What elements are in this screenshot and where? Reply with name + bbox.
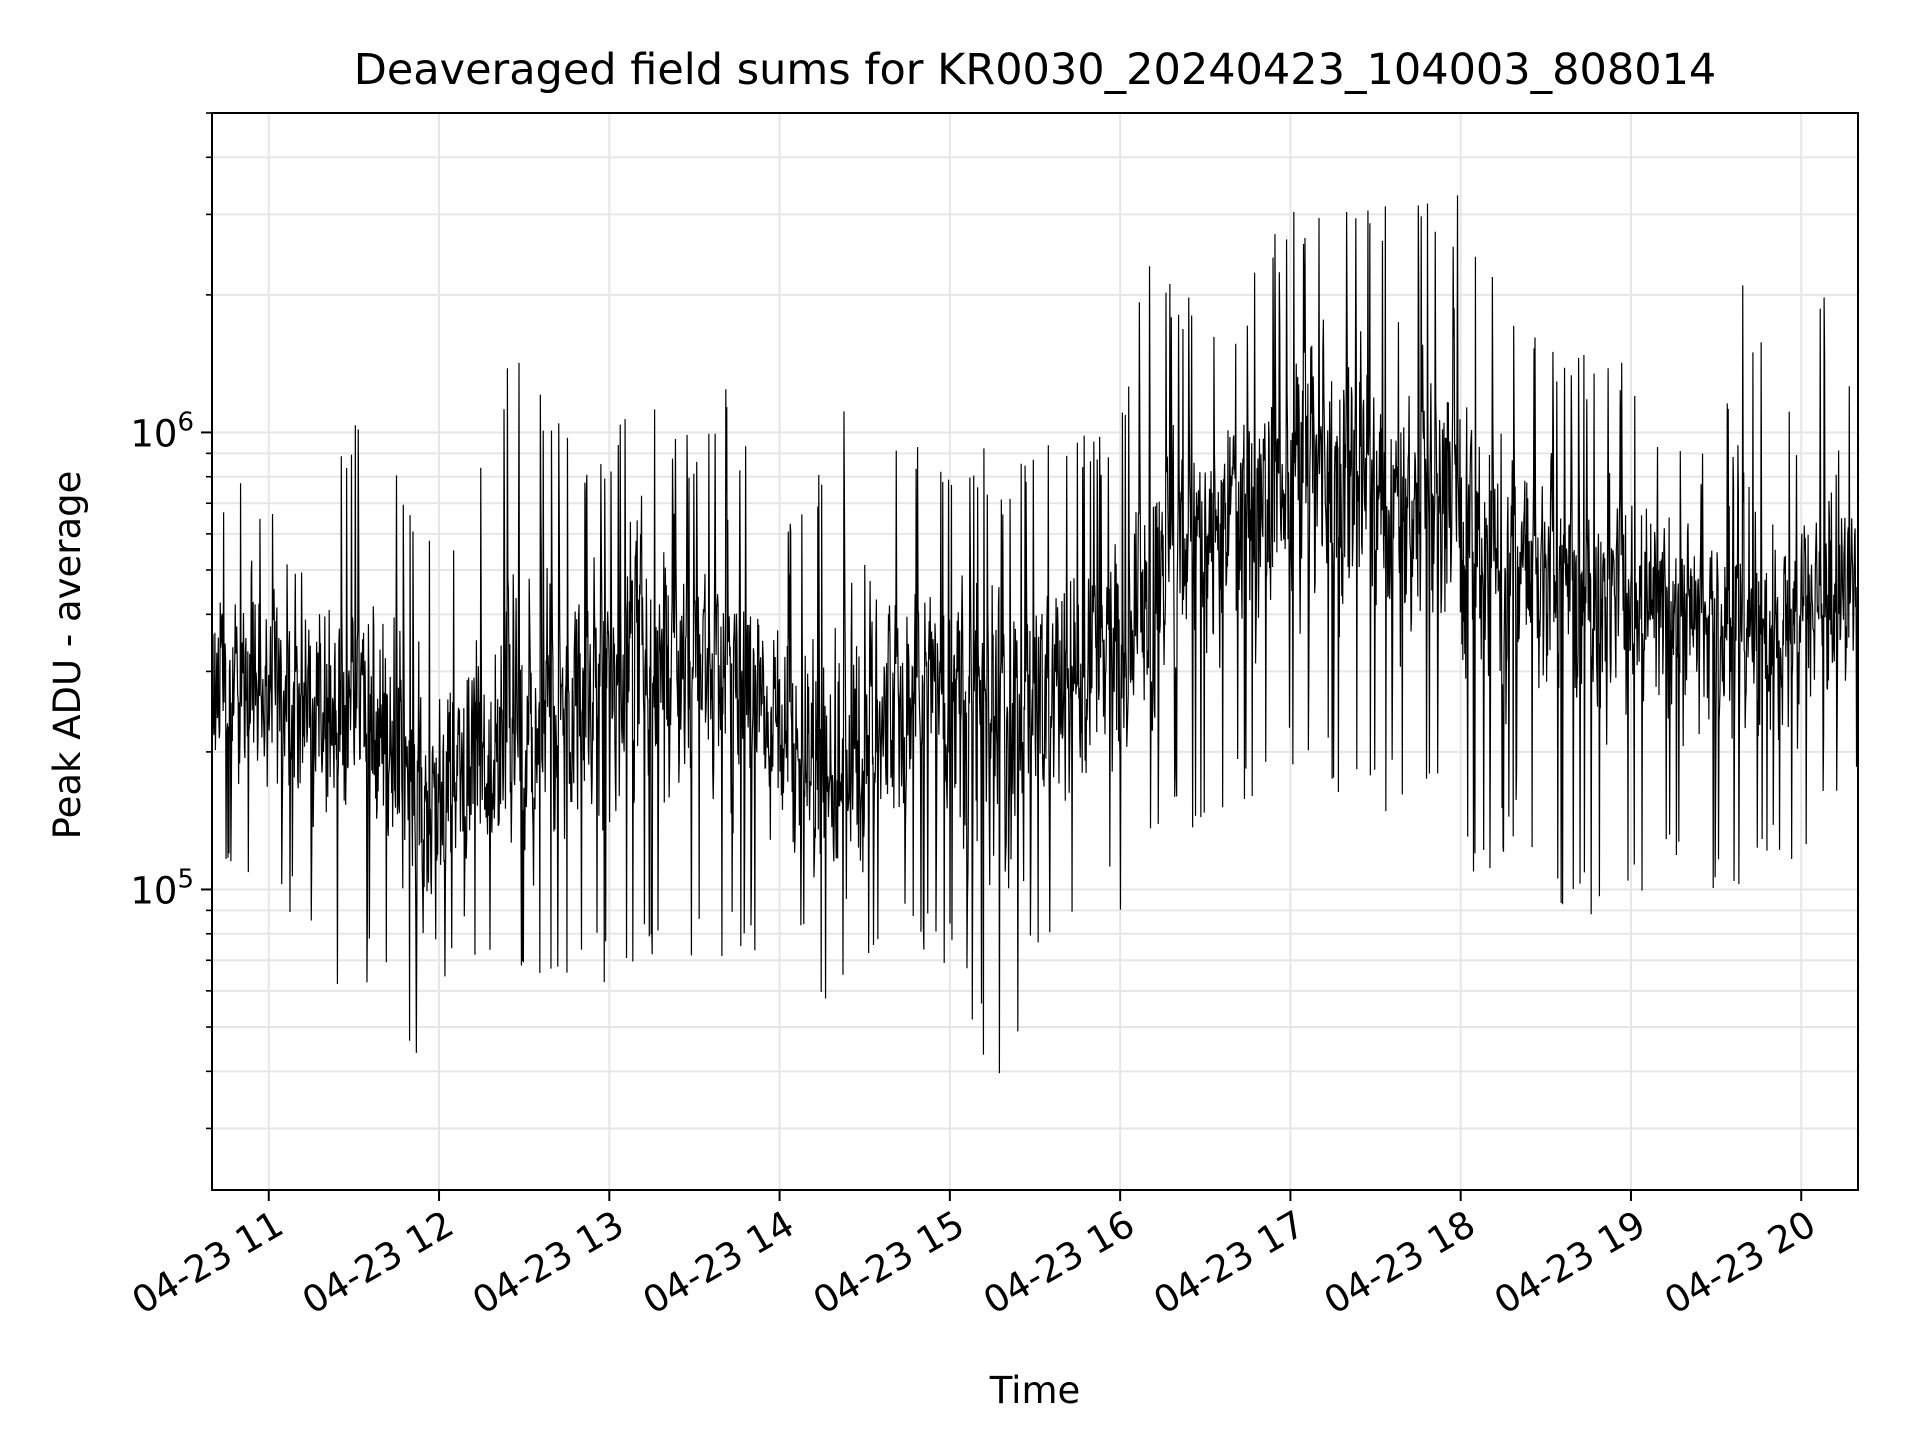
- chart-title: Deaveraged field sums for KR0030_2024042…: [354, 45, 1717, 95]
- data-series-line: [211, 195, 1859, 1074]
- y-tick-label: 105: [130, 864, 194, 912]
- y-axis-ticks: 105 106: [130, 112, 212, 1130]
- plot-frame: [211, 112, 1859, 1191]
- y-axis-label: Peak ADU - average: [46, 471, 89, 840]
- series-line-group: [211, 195, 1859, 1074]
- y-tick-label: 106: [130, 407, 194, 455]
- x-axis-label: Time: [989, 1369, 1081, 1412]
